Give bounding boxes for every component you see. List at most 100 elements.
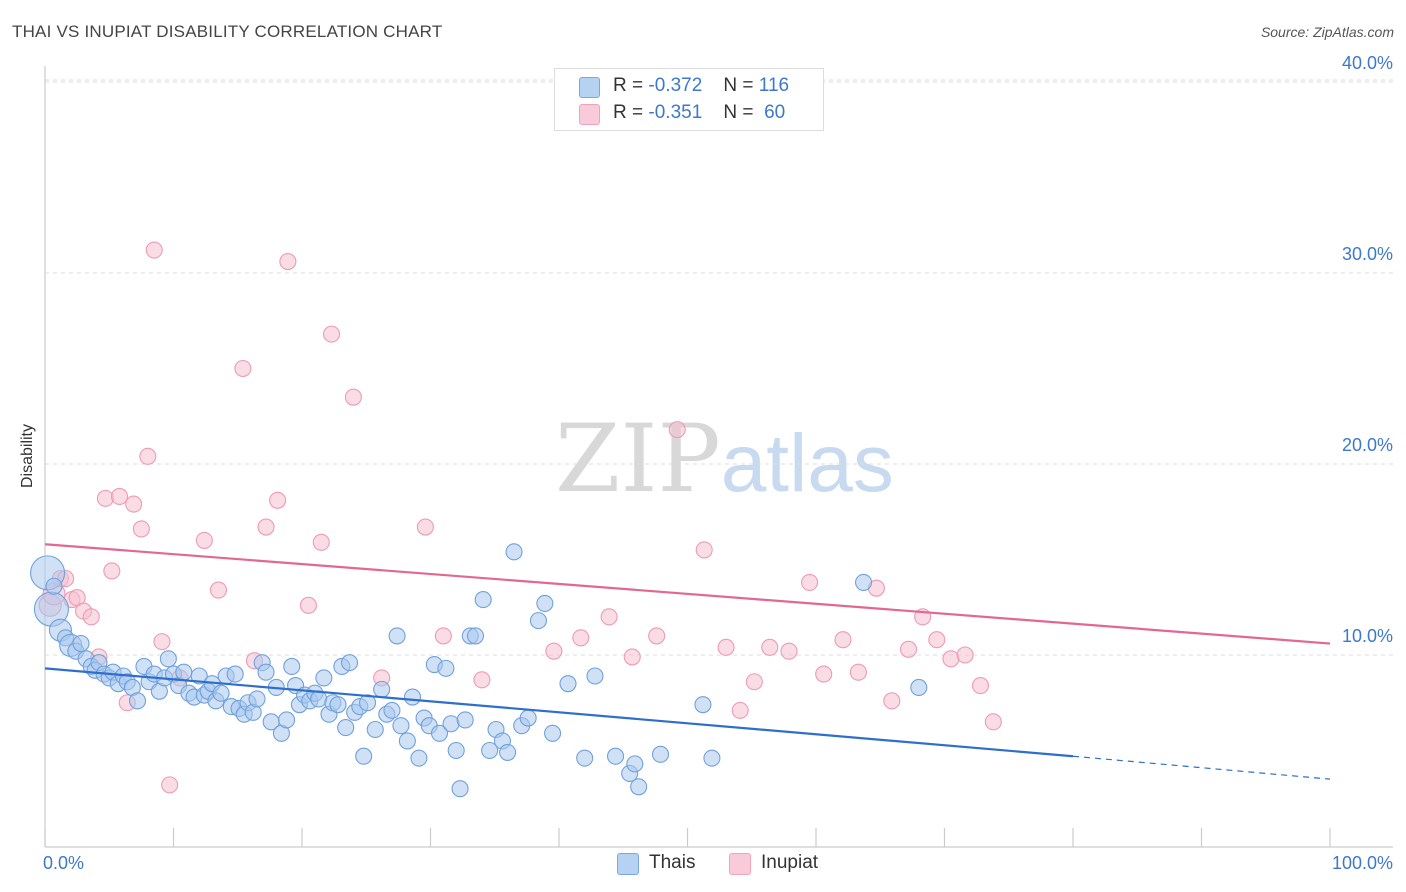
inupiat-point-53: [899, 640, 918, 658]
inupiat-point-43: [731, 701, 749, 719]
inupiat-point-52: [883, 692, 901, 710]
inupiat-point-37: [600, 608, 618, 626]
thai-point-89: [474, 591, 492, 609]
inupiat-legend-swatch: [729, 853, 751, 875]
inupiat-point-30: [344, 388, 362, 406]
thai-point-51: [283, 657, 301, 676]
thai-point-82: [437, 659, 455, 677]
thai-point-98: [536, 594, 554, 612]
inupiat-point-25: [269, 491, 287, 509]
stats-legend: R = -0.372 N = 116 R = -0.351 N = 60: [554, 68, 824, 131]
source-label: Source: ZipAtlas.com: [1260, 24, 1394, 40]
y-tick-label-20: 20.0%: [1342, 435, 1393, 455]
thai-point-111: [910, 678, 928, 697]
thai-point-68: [358, 694, 377, 712]
inupiat-point-55: [928, 631, 946, 649]
inupiat-point-41: [695, 541, 713, 559]
thai-point-70: [373, 680, 391, 698]
inupiat-point-48: [815, 665, 833, 683]
inupiat-point-17: [153, 633, 171, 651]
inupiat-point-57: [956, 646, 974, 664]
inupiat-point-27: [299, 596, 317, 614]
thai-point-106: [626, 755, 644, 773]
thai-point-50: [278, 711, 296, 729]
inupiat-point-58: [971, 677, 990, 695]
thai-point-86: [456, 711, 474, 729]
inupiat-point-15: [139, 447, 157, 465]
thai-point-36: [212, 684, 230, 702]
inupiat-point-26: [279, 252, 297, 271]
inupiat-point-22: [234, 359, 252, 378]
thai-point-90: [481, 741, 499, 760]
thai-point-63: [337, 719, 355, 737]
thai-point-88: [466, 627, 485, 645]
inupiat-point-28: [312, 533, 330, 551]
thai-point-81: [430, 724, 449, 742]
thai-point-2: [45, 577, 63, 595]
thai-point-31: [190, 667, 208, 685]
x-tick-label-min: 0.0%: [43, 853, 84, 873]
inupiat-point-45: [761, 638, 779, 656]
thai-point-64: [340, 654, 359, 672]
thai-point-93: [499, 743, 517, 761]
thai-point-84: [447, 741, 465, 760]
inupiat-point-11: [110, 487, 129, 506]
inupiat-swatch: [579, 104, 600, 125]
thai-point-99: [544, 724, 562, 742]
thai-point-19: [128, 692, 147, 710]
inupiat-point-38: [623, 648, 641, 666]
thai-point-46: [257, 663, 275, 681]
y-tick-label-30: 30.0%: [1342, 244, 1393, 264]
thai-point-77: [410, 749, 428, 767]
inupiat-point-35: [545, 642, 563, 660]
legend-text-thais: R = -0.372 N = 116: [613, 75, 790, 96]
thai-point-39: [226, 665, 244, 683]
inupiat-point-32: [416, 518, 434, 536]
thai-point-7: [72, 634, 90, 653]
inupiat-point-56: [942, 650, 960, 668]
thai-point-74: [392, 717, 410, 735]
inupiat-point-44: [745, 673, 763, 691]
inupiat-point-10: [103, 562, 121, 580]
thai-point-67: [355, 747, 373, 765]
y-tick-label-40: 40.0%: [1342, 53, 1393, 73]
thais-legend-label: Thais: [649, 852, 696, 873]
inupiat-point-16: [145, 241, 163, 259]
inupiat-legend-label: Inupiat: [761, 852, 819, 873]
inupiat-point-40: [668, 421, 686, 439]
thai-point-110: [854, 573, 873, 591]
chart-title: THAI VS INUPIAT DISABILITY CORRELATION C…: [12, 22, 443, 41]
thai-point-100: [559, 675, 577, 693]
thai-point-105: [630, 778, 648, 796]
thai-point-44: [248, 690, 266, 708]
legend-text-inupiat: R = -0.351 N = 60: [613, 102, 786, 123]
inupiat-point-34: [473, 671, 491, 689]
inupiat-point-18: [161, 776, 179, 794]
thai-point-72: [383, 701, 401, 719]
inupiat-point-24: [257, 518, 275, 536]
thai-point-69: [366, 720, 384, 739]
inupiat-point-7: [82, 608, 100, 626]
inupiat-point-36: [572, 629, 590, 647]
thai-point-96: [519, 709, 537, 727]
inupiat-point-49: [834, 631, 852, 649]
inupiat-point-21: [209, 581, 228, 599]
inupiat-point-33: [434, 627, 452, 645]
inupiat-trend-line: [44, 543, 1331, 645]
thai-point-101: [576, 749, 594, 767]
watermark: ZIPatlas: [555, 405, 894, 514]
thai-point-75: [398, 732, 416, 750]
inupiat-point-59: [984, 713, 1002, 731]
inupiat-point-46: [780, 642, 798, 660]
watermark-zip: ZIP: [555, 405, 721, 514]
thai-point-103: [606, 747, 625, 765]
thai-point-58: [315, 669, 333, 687]
thais-swatch: [579, 77, 600, 98]
thai-point-97: [529, 612, 547, 630]
inupiat-point-50: [849, 663, 867, 681]
thai-point-108: [694, 696, 712, 714]
thai-point-28: [175, 663, 193, 681]
y-tick-label-10: 10.0%: [1342, 626, 1393, 646]
thai-trend-line: [44, 667, 1074, 758]
